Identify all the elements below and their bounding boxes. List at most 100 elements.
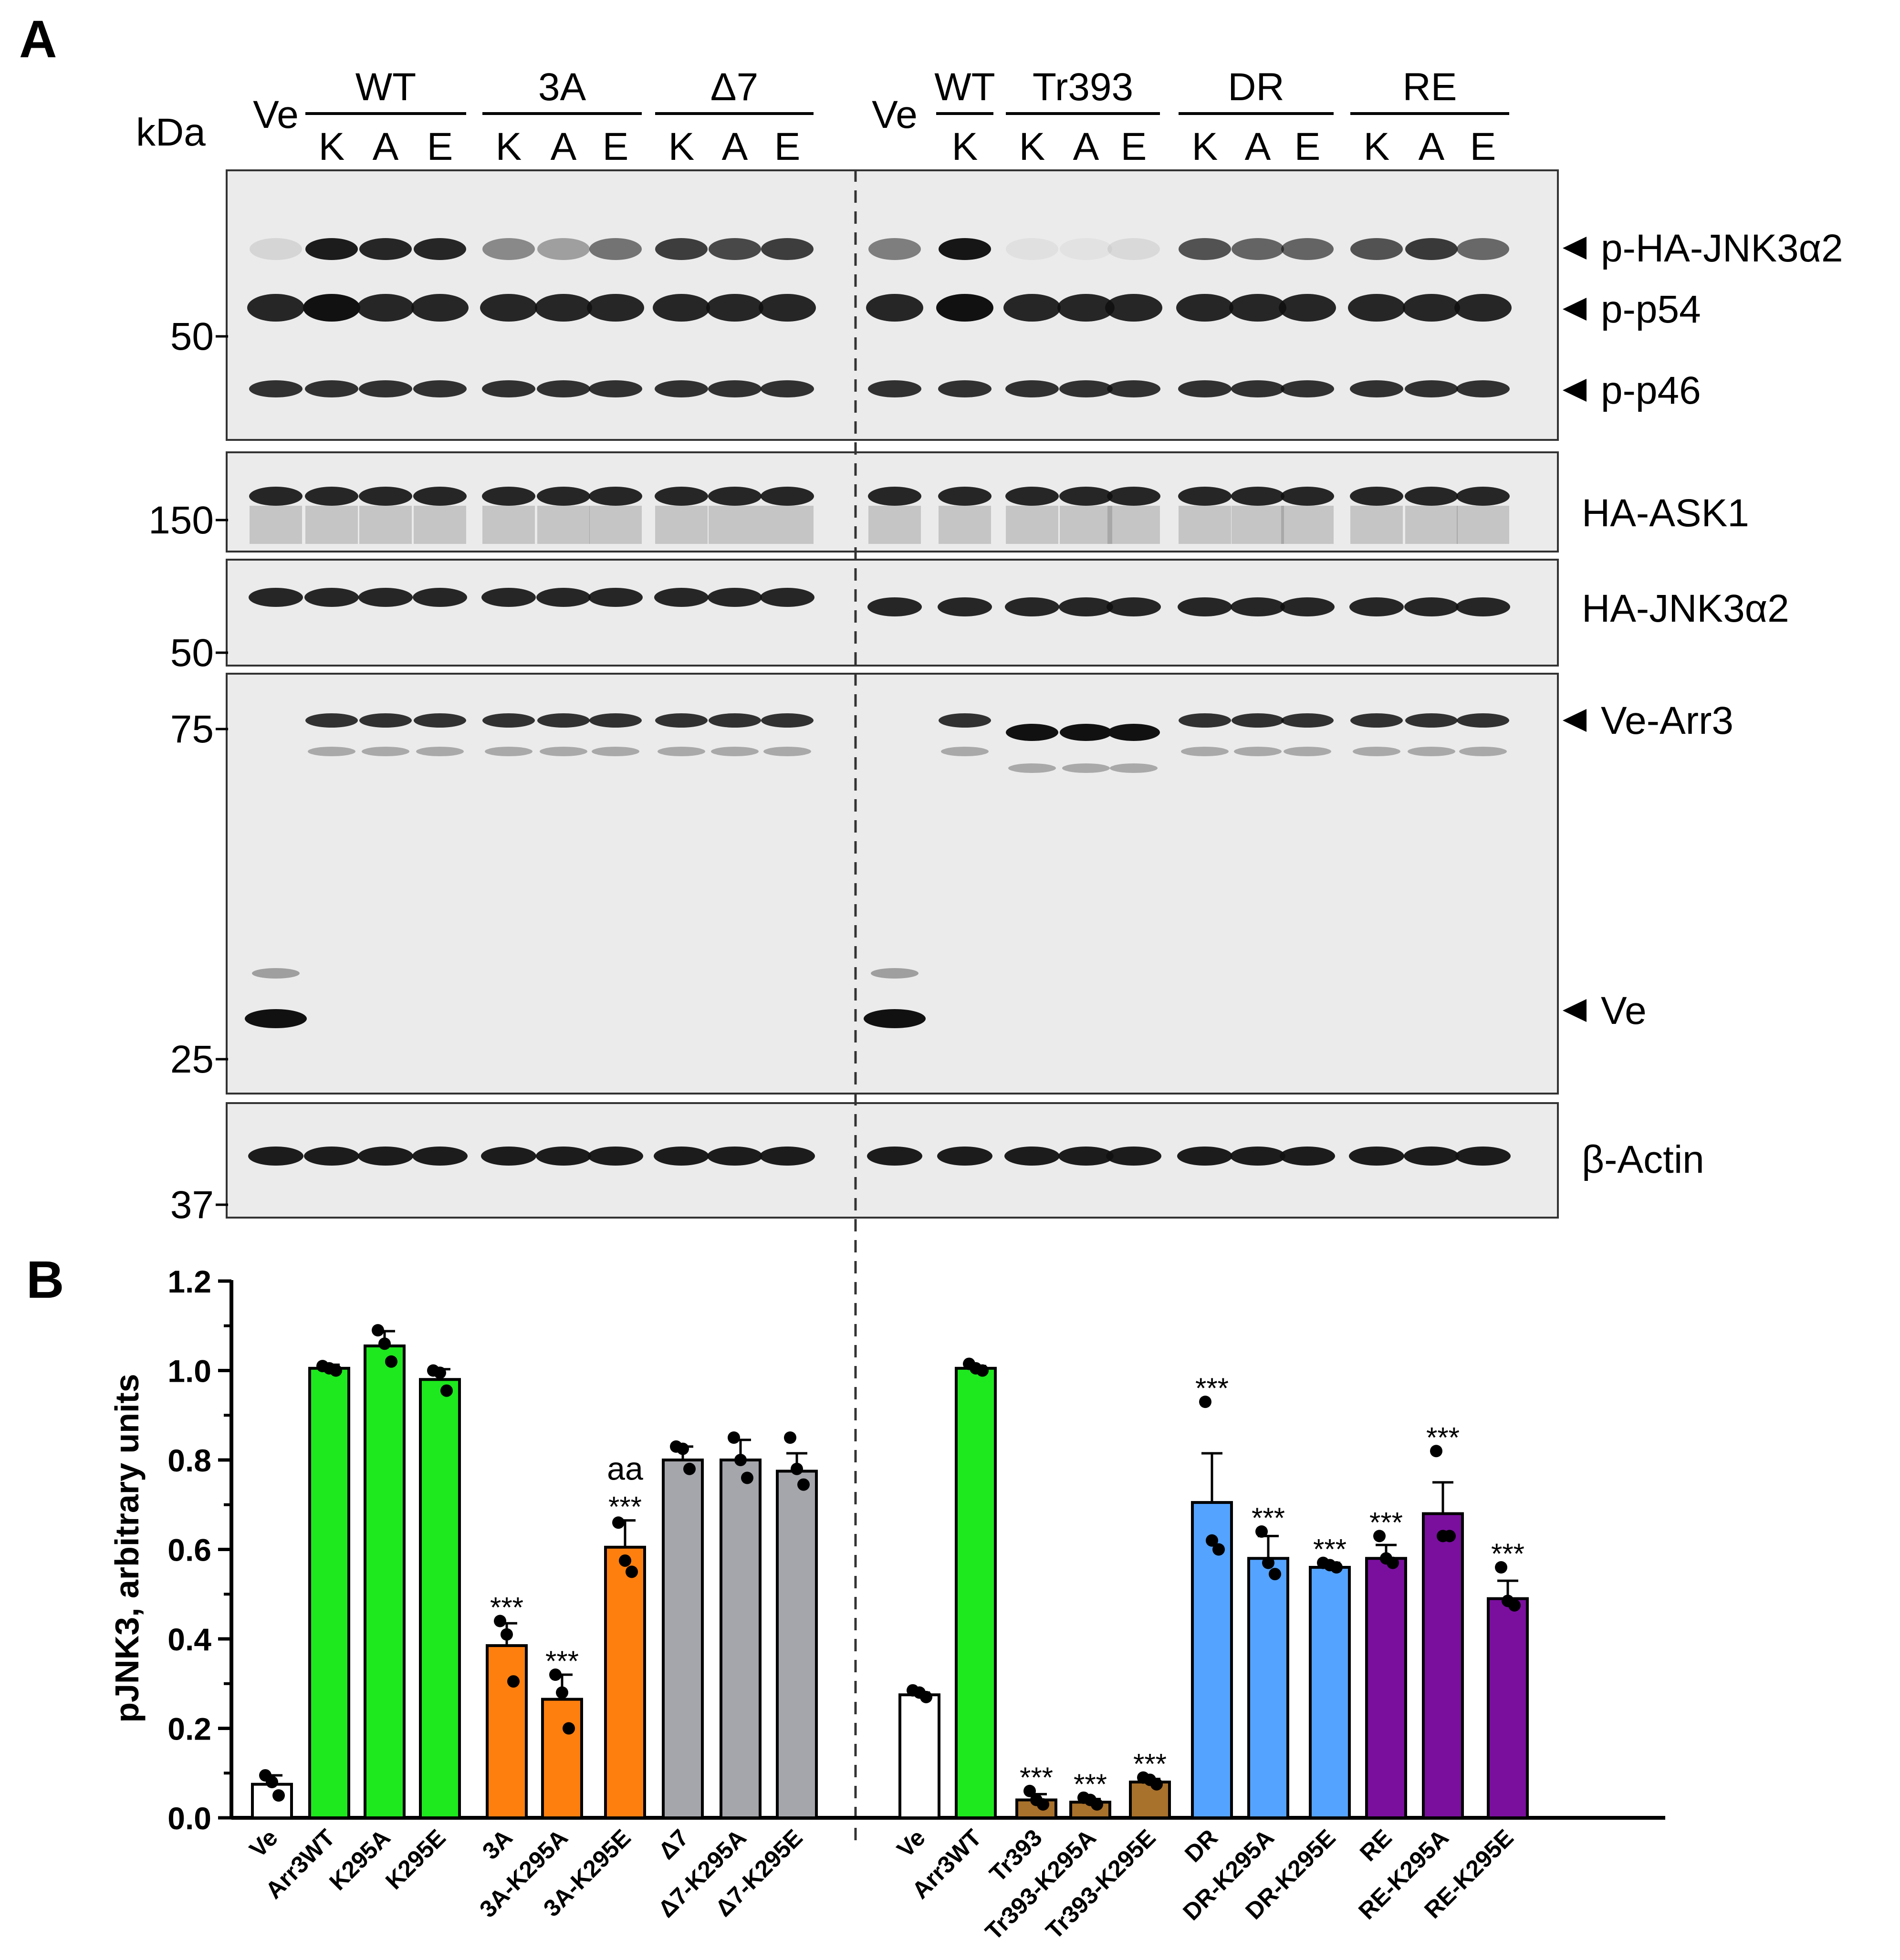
band-p-p54 <box>706 294 763 322</box>
band-p-p54 <box>247 294 304 322</box>
lane-label-right-9: A <box>1419 125 1445 168</box>
band-p-ha-jnk3 <box>589 238 642 260</box>
band-ve-arr3 <box>305 713 358 728</box>
band-p-p54 <box>1176 294 1233 322</box>
smear-ha-ask1 <box>761 506 814 544</box>
band-p-ha-jnk3 <box>1107 238 1160 260</box>
band-ha-ask1 <box>249 487 303 506</box>
band-p-ha-jnk3 <box>414 238 466 260</box>
band-label: Ve-Arr3 <box>1601 699 1733 742</box>
band-p-p46 <box>1405 380 1458 397</box>
band-ve-arr3-faint <box>1008 763 1056 773</box>
data-point <box>1269 1568 1281 1581</box>
smear-ha-ask1 <box>359 506 412 544</box>
band-ve-arr3-faint <box>711 747 759 756</box>
band-ha-ask1 <box>708 487 762 506</box>
blot-arr: 75 25 Ve-Arr3 Ve <box>170 673 1733 1095</box>
y-tick-label: 0.8 <box>167 1443 211 1478</box>
panel-a-label: A <box>19 10 57 69</box>
band-p-p54 <box>1003 294 1061 322</box>
data-point <box>797 1478 810 1491</box>
band-ha-jnk3 <box>938 597 992 616</box>
band-p-ha-jnk3 <box>1232 238 1284 260</box>
band-beta-actin <box>760 1147 815 1166</box>
band-ve-arr3-faint <box>1284 747 1331 756</box>
kda-label: kDa <box>136 111 206 154</box>
group-label-right-0: Ve <box>872 93 918 136</box>
band-p-p46 <box>938 380 992 397</box>
smear-ha-ask1 <box>1457 506 1509 544</box>
lane-label-right-6: A <box>1245 125 1271 168</box>
x-tick-label: DR <box>1180 1824 1223 1867</box>
band-ha-jnk3 <box>1456 597 1510 616</box>
lane-label-left-1: K <box>319 125 345 168</box>
band-ve-arr3 <box>1232 713 1284 728</box>
band-beta-actin <box>1106 1147 1161 1166</box>
band-ve-arr3-faint <box>540 747 587 756</box>
band-beta-actin <box>536 1147 591 1166</box>
band-beta-actin <box>588 1147 643 1166</box>
smear-ha-ask1 <box>1350 506 1403 544</box>
y-tick-label: 0.0 <box>167 1801 211 1836</box>
smear-ha-ask1 <box>709 506 761 544</box>
group-label-right-2: Tr393 <box>1033 65 1133 109</box>
band-ve-arr3-faint <box>1353 747 1400 756</box>
band-p-p46 <box>537 380 590 397</box>
band-beta-actin <box>1177 1147 1232 1166</box>
y-tick-label: 0.2 <box>167 1711 211 1747</box>
arrowhead-icon <box>1563 709 1587 732</box>
band-p-p46 <box>655 380 708 397</box>
band-ve-arr3 <box>1281 713 1334 728</box>
kda-marker: 50 <box>170 631 214 675</box>
lane-label-left-3: E <box>427 125 453 168</box>
band-ve-arr3 <box>1179 713 1231 728</box>
data-point <box>556 1686 568 1699</box>
kda-marker: 150 <box>148 499 214 542</box>
x-tick-label: Δ7 <box>653 1824 694 1865</box>
band-p-p54 <box>1279 294 1336 322</box>
band-ve-arr3-faint <box>1234 747 1282 756</box>
band-ve-arr3-faint <box>763 747 811 756</box>
band-p-ha-jnk3 <box>1405 238 1458 260</box>
data-point <box>1199 1396 1211 1408</box>
band-p-p46 <box>482 380 535 397</box>
data-point <box>507 1675 520 1688</box>
band-p-p54 <box>653 294 710 322</box>
smear-ha-ask1 <box>414 506 466 544</box>
smear-ha-ask1 <box>939 506 991 544</box>
data-point <box>677 1442 689 1455</box>
x-tick-label: Ve <box>244 1824 283 1863</box>
significance-annotation: *** <box>1426 1421 1460 1453</box>
band-ha-ask1 <box>359 487 412 506</box>
x-tick-label: Ve <box>892 1824 930 1863</box>
group-label-right-1: WT <box>934 65 995 109</box>
band-beta-actin <box>1004 1147 1060 1166</box>
band-beta-actin <box>1230 1147 1285 1166</box>
data-point <box>1430 1445 1442 1458</box>
bar-k295a <box>364 1344 406 1819</box>
bar-ve <box>251 1783 293 1819</box>
band-ve-arr3 <box>1350 713 1403 728</box>
band-p-p54 <box>1105 294 1162 322</box>
band-ha-jnk3 <box>1005 597 1059 616</box>
band-beta-actin <box>1455 1147 1511 1166</box>
band-label: p-HA-JNK3α2 <box>1601 227 1843 270</box>
band-p-p54 <box>1057 294 1115 322</box>
blot-actin: 37 β-Actin <box>170 1102 1704 1227</box>
data-point <box>1262 1556 1274 1569</box>
band-ha-jnk3 <box>481 588 536 607</box>
x-tick-label: K295E <box>380 1824 451 1895</box>
bar-3a-k295e <box>604 1545 646 1819</box>
group-label-right-4: RE <box>1403 65 1457 109</box>
band-ve-arr3 <box>1060 724 1112 741</box>
band-ha-ask1 <box>482 487 535 506</box>
data-point <box>1387 1556 1399 1569</box>
band-label: p-p46 <box>1601 369 1701 412</box>
kda-marker: 50 <box>170 315 214 358</box>
band-ve-arr3-faint <box>658 747 705 756</box>
significance-annotation: *** <box>1020 1762 1053 1793</box>
band-ha-ask1 <box>537 487 590 506</box>
bar-δ7-k295e <box>776 1470 818 1819</box>
band-ve-arr3-faint <box>941 747 989 756</box>
